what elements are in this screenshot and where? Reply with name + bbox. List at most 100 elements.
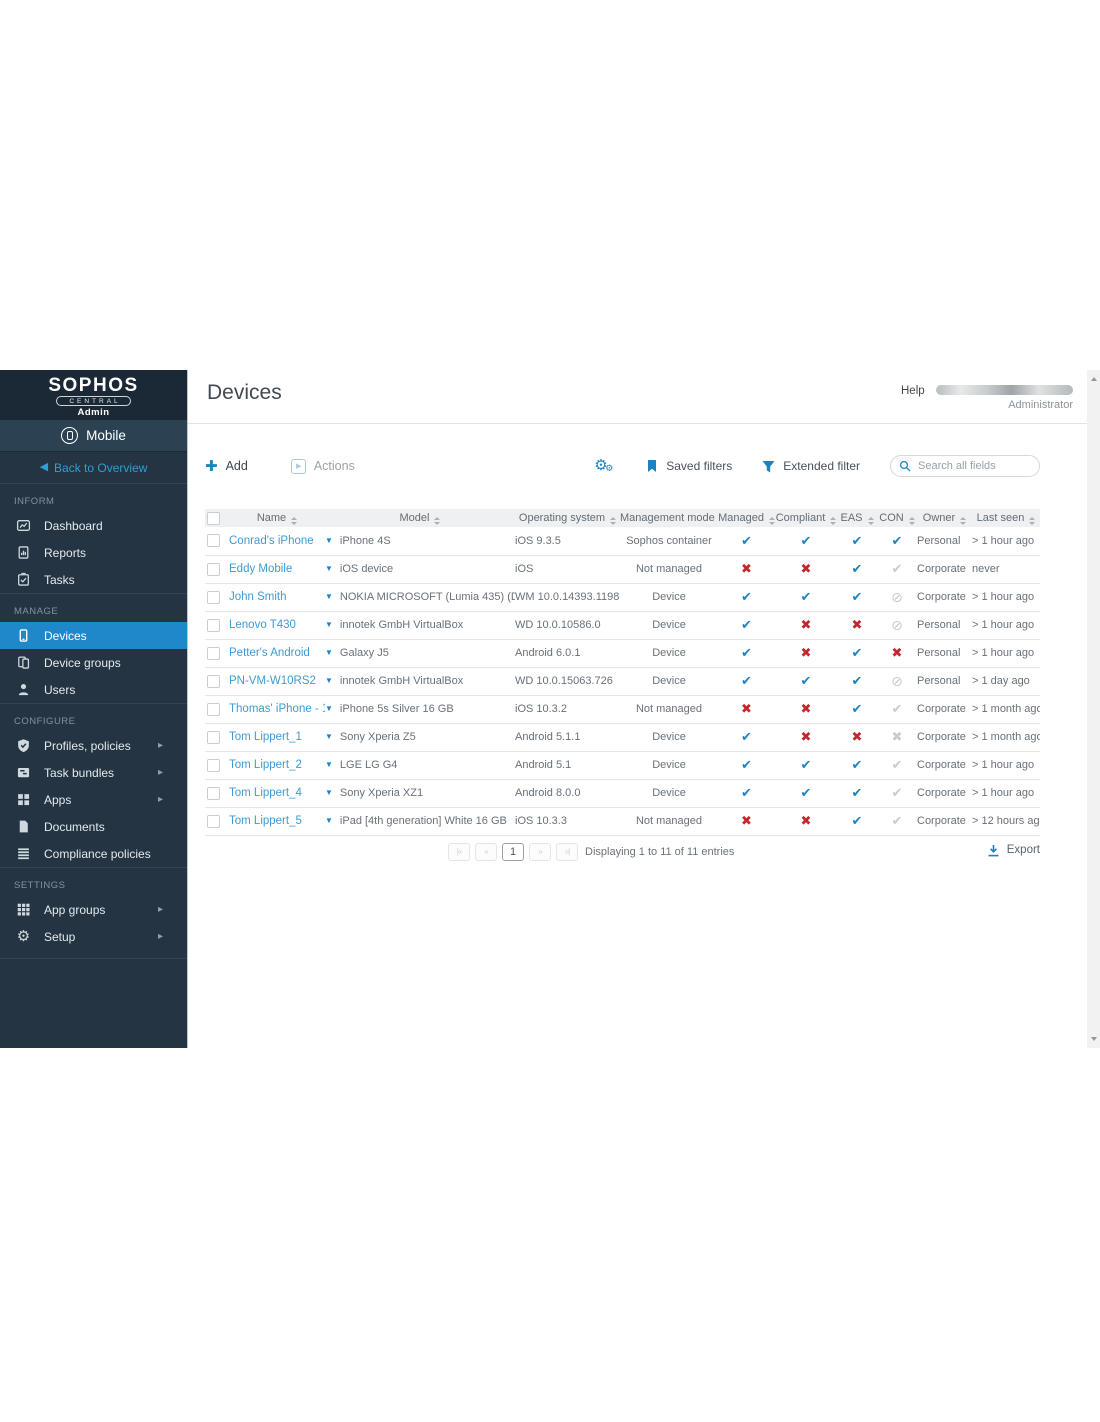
help-link[interactable]: Help: [901, 385, 925, 397]
last-page-button[interactable]: »|: [556, 842, 578, 861]
sidebar-item-task-bundles[interactable]: Task bundles ▸: [0, 759, 187, 786]
row-checkbox[interactable]: [207, 646, 220, 660]
device-name-link[interactable]: Petter's Android: [229, 647, 310, 659]
con-status-icon: ✔: [891, 785, 903, 800]
device-name-link[interactable]: Thomas' iPhone - 1: [229, 703, 325, 715]
down-triangle-icon[interactable]: ▼: [325, 620, 333, 629]
devices-icon: [16, 628, 31, 643]
sort-icon: [768, 516, 775, 525]
table-row[interactable]: John Smith ▼ NOKIA MICROSOFT (Lumia 435) …: [205, 583, 1040, 612]
scroll-up-arrow-icon[interactable]: [1087, 372, 1100, 386]
search-input[interactable]: [890, 455, 1040, 477]
sidebar-item-setup[interactable]: ⚙ Setup ▸: [0, 923, 187, 950]
table-row[interactable]: Conrad's iPhone ▼ iPhone 4S iOS 9.3.5 Sop…: [205, 527, 1040, 556]
sidebar-item-documents[interactable]: Documents: [0, 813, 187, 840]
down-triangle-icon[interactable]: ▼: [325, 648, 333, 657]
sidebar-item-dashboard[interactable]: Dashboard: [0, 512, 187, 539]
table-row[interactable]: Tom Lippert_4 ▼ Sony Xperia XZ1 Android 8…: [205, 779, 1040, 808]
row-checkbox[interactable]: [207, 702, 220, 716]
row-checkbox[interactable]: [207, 534, 220, 548]
first-page-button[interactable]: |«: [448, 842, 470, 861]
table-row[interactable]: Lenovo T430 ▼ innotek GmbH VirtualBox WD …: [205, 611, 1040, 640]
column-header-con[interactable]: CON: [877, 509, 917, 527]
row-checkbox[interactable]: [207, 562, 220, 576]
current-page-button[interactable]: 1: [502, 842, 524, 861]
row-checkbox[interactable]: [207, 758, 220, 772]
column-label: Operating system: [518, 511, 606, 524]
row-checkbox[interactable]: [207, 674, 220, 688]
column-header-model[interactable]: Model: [325, 509, 515, 527]
sort-icon: [610, 516, 617, 525]
prev-page-button[interactable]: «: [475, 842, 497, 861]
product-switcher[interactable]: Mobile: [0, 420, 187, 452]
down-triangle-icon[interactable]: ▼: [325, 676, 333, 685]
down-triangle-icon[interactable]: ▼: [325, 535, 333, 545]
row-checkbox[interactable]: [207, 730, 220, 744]
column-header-os[interactable]: Operating system: [515, 509, 620, 527]
management-mode: Device: [620, 583, 718, 612]
row-checkbox[interactable]: [207, 618, 220, 632]
table-row[interactable]: Petter's Android ▼ Galaxy J5 Android 6.0.…: [205, 639, 1040, 668]
down-triangle-icon[interactable]: ▼: [325, 564, 333, 573]
managed-status-icon: ✔: [741, 729, 752, 744]
row-checkbox[interactable]: [207, 590, 220, 604]
select-all-checkbox[interactable]: [207, 511, 220, 525]
down-triangle-icon[interactable]: ▼: [325, 704, 333, 713]
sidebar-item-devices[interactable]: Devices: [0, 622, 187, 649]
device-name-link[interactable]: Tom Lippert_1: [229, 731, 302, 743]
device-last-seen: > 1 hour ago: [972, 611, 1040, 640]
eas-status-icon: ✖: [851, 617, 863, 632]
column-header-owner[interactable]: Owner: [917, 509, 972, 527]
sidebar-item-users[interactable]: Users: [0, 676, 187, 703]
device-name-link[interactable]: Eddy Mobile: [229, 563, 293, 575]
sidebar-item-apps[interactable]: Apps ▸: [0, 786, 187, 813]
export-button[interactable]: Export: [987, 844, 1040, 857]
column-header-managed[interactable]: Managed: [718, 509, 775, 527]
device-name-link[interactable]: Lenovo T430: [229, 619, 296, 631]
table-row[interactable]: Tom Lippert_5 ▼ iPad [4th generation] Whi…: [205, 807, 1040, 836]
managed-status-icon: ✔: [741, 645, 752, 660]
column-header-name[interactable]: Name: [229, 509, 325, 527]
device-name-link[interactable]: Conrad's iPhone: [229, 534, 314, 547]
sidebar-item-reports[interactable]: Reports: [0, 539, 187, 566]
table-row[interactable]: Tom Lippert_1 ▼ Sony Xperia Z5 Android 5.…: [205, 723, 1040, 752]
back-to-overview-link[interactable]: ◀ Back to Overview: [0, 452, 187, 483]
device-last-seen: > 1 hour ago: [972, 779, 1040, 808]
column-header-compliant[interactable]: Compliant: [775, 509, 837, 527]
sidebar-item-device-groups[interactable]: Device groups: [0, 649, 187, 676]
column-header-last_seen[interactable]: Last seen: [972, 509, 1040, 527]
table-row[interactable]: Eddy Mobile ▼ iOS device iOS Not managed …: [205, 555, 1040, 584]
device-name-link[interactable]: Tom Lippert_2: [229, 759, 302, 771]
actions-button[interactable]: ▶ Actions: [290, 458, 355, 474]
table-row[interactable]: PN-VM-W10RS2 ▼ innotek GmbH VirtualBox WD…: [205, 667, 1040, 696]
user-name-redacted[interactable]: [936, 385, 1073, 395]
scroll-down-arrow-icon[interactable]: [1087, 1032, 1100, 1046]
sidebar-item-app-groups[interactable]: App groups ▸: [0, 896, 187, 923]
down-triangle-icon[interactable]: ▼: [325, 592, 333, 601]
saved-filters-button[interactable]: Saved filters: [646, 459, 732, 473]
table-settings-button[interactable]: ⚙ ⚙: [594, 457, 614, 474]
device-name-link[interactable]: Tom Lippert_5: [229, 815, 302, 827]
down-triangle-icon[interactable]: ▼: [325, 760, 333, 769]
device-name-link[interactable]: PN-VM-W10RS2: [229, 675, 316, 687]
column-header-mode[interactable]: Management mode: [620, 509, 718, 527]
extended-filter-button[interactable]: Extended filter: [762, 459, 860, 473]
table-row[interactable]: Thomas' iPhone - 1 ▼ iPhone 5s Silver 16 …: [205, 695, 1040, 724]
management-mode: Not managed: [620, 807, 718, 836]
down-triangle-icon[interactable]: ▼: [325, 788, 333, 797]
row-checkbox[interactable]: [207, 814, 220, 828]
device-name-link[interactable]: John Smith: [229, 591, 287, 603]
table-row[interactable]: Tom Lippert_2 ▼ LGE LG G4 Android 5.1 Dev…: [205, 751, 1040, 780]
device-os: Android 5.1: [515, 751, 620, 780]
sidebar-item-compliance-policies[interactable]: Compliance policies: [0, 840, 187, 867]
next-page-button[interactable]: »: [529, 842, 551, 861]
sidebar-item-tasks[interactable]: Tasks: [0, 566, 187, 593]
column-header-eas[interactable]: EAS: [837, 509, 877, 527]
vertical-scrollbar[interactable]: [1087, 370, 1100, 1048]
down-triangle-icon[interactable]: ▼: [325, 816, 333, 825]
device-name-link[interactable]: Tom Lippert_4: [229, 787, 302, 799]
add-button[interactable]: ✚ Add: [205, 459, 248, 474]
sidebar-item-profiles-policies[interactable]: Profiles, policies ▸: [0, 732, 187, 759]
row-checkbox[interactable]: [207, 786, 220, 800]
down-triangle-icon[interactable]: ▼: [325, 732, 333, 741]
